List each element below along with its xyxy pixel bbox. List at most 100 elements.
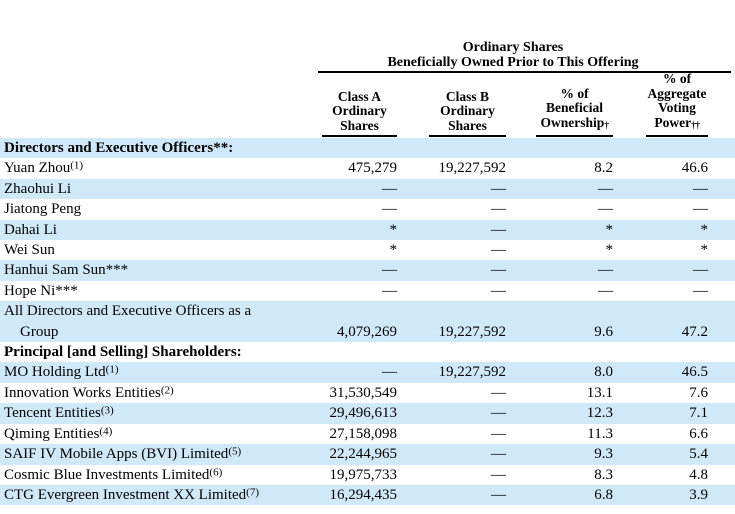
table-body: Directors and Executive Officers**: Yuan…	[0, 138, 735, 506]
class-b-shares-value: —	[491, 486, 506, 503]
group-header-line1: Ordinary Shares	[462, 40, 564, 55]
voting-power-pct-cell: 7.6	[613, 383, 708, 403]
voting-power-pct-cell: —	[613, 281, 708, 301]
beneficial-ownership-pct-value: —	[598, 282, 613, 299]
class-b-shares-cell: —	[397, 240, 506, 260]
voting-power-pct-value: 5.4	[689, 446, 708, 463]
class-b-shares-value: —	[491, 262, 506, 279]
shareholder-name-cell: Cosmic Blue Investments Limited(6)	[0, 465, 318, 485]
table-row: Cosmic Blue Investments Limited(6) 19,97…	[0, 465, 735, 485]
column-header: % of Aggregate Voting Power††	[613, 71, 708, 137]
column-header: % of Beneficial Ownership†	[506, 86, 613, 137]
class-a-shares-value: 19,975,733	[329, 466, 398, 483]
class-a-shares-cell: *	[318, 220, 398, 240]
voting-power-pct-cell: 46.5	[613, 362, 708, 382]
shareholder-name-cell: Principal [and Selling] Shareholders:	[0, 342, 318, 362]
class-b-shares-value: —	[491, 446, 506, 463]
voting-power-pct-cell: 6.6	[613, 424, 708, 444]
class-b-shares-value: 19,227,592	[438, 364, 507, 381]
class-a-shares-cell: 29,496,613	[318, 403, 398, 423]
beneficial-ownership-pct-cell: 8.3	[506, 465, 613, 485]
class-a-shares-value: —	[382, 180, 397, 197]
voting-power-pct-cell: —	[613, 199, 708, 219]
shareholder-name: Principal [and Selling] Shareholders:	[4, 344, 242, 361]
class-a-shares-value: 29,496,613	[329, 405, 398, 422]
class-a-shares-cell: 27,158,098	[318, 424, 398, 444]
voting-power-pct-cell: —	[613, 179, 708, 199]
class-a-shares-value: 31,530,549	[329, 384, 398, 401]
class-a-shares-cell: 19,975,733	[318, 465, 398, 485]
beneficial-ownership-pct-cell: *	[506, 220, 614, 240]
class-a-shares-cell: —	[318, 362, 397, 382]
group-header-rule	[318, 71, 731, 73]
beneficial-ownership-pct-value: *	[605, 242, 614, 259]
class-a-shares-value: —	[382, 201, 397, 218]
beneficial-ownership-pct-value: 9.3	[594, 446, 613, 463]
shareholder-name-cell: Wei Sun	[0, 240, 318, 260]
beneficial-ownership-pct-value: —	[598, 201, 613, 218]
shareholder-name-cell: Innovation Works Entities(2)	[0, 383, 318, 403]
shareholder-name-cell: Dahai Li	[0, 220, 318, 240]
voting-power-pct-value: 6.6	[689, 425, 708, 442]
footnote-ref: (6)	[209, 466, 223, 478]
group-header-line2: Beneficially Owned Prior to This Offerin…	[387, 55, 639, 70]
beneficial-ownership-pct-cell: 6.8	[506, 485, 613, 505]
voting-power-pct-value: *	[700, 221, 709, 238]
class-a-shares-value: *	[389, 221, 398, 238]
class-a-shares-cell: —	[318, 260, 397, 280]
table-row: Hanhui Sam Sun*** — — — —	[0, 260, 735, 281]
table-row: CTG Evergreen Investment XX Limited(7) 1…	[0, 484, 735, 506]
shareholder-name: Wei Sun	[4, 242, 55, 259]
shareholder-name-cell: Hope Ni***	[0, 281, 318, 301]
class-b-shares-cell: —	[397, 281, 506, 301]
beneficial-ownership-pct-cell: 8.2	[506, 158, 613, 178]
class-b-shares-value: —	[491, 221, 506, 238]
voting-power-pct-value: *	[700, 242, 709, 259]
beneficial-ownership-pct-value: 6.8	[594, 486, 613, 503]
table-row: Qiming Entities(4) 27,158,098 — 11.3 6.6	[0, 424, 735, 444]
voting-power-pct-value: 3.9	[689, 486, 708, 503]
shareholder-name: Directors and Executive Officers**:	[4, 140, 234, 156]
column-header-label: % of Beneficial Ownership†	[536, 86, 613, 137]
shareholder-name: CTG Evergreen Investment XX Limited	[4, 486, 247, 503]
voting-power-pct-value: —	[693, 262, 708, 279]
voting-power-pct-value: —	[693, 282, 708, 299]
class-a-shares-cell: 16,294,435	[318, 485, 398, 505]
class-b-shares-value: —	[491, 405, 506, 422]
voting-power-pct-cell: *	[613, 240, 709, 260]
class-b-shares-cell: —	[397, 199, 506, 219]
shareholder-name: Yuan Zhou	[4, 160, 71, 177]
voting-power-pct-cell: 4.8	[613, 465, 708, 485]
class-a-shares-value: 27,158,098	[329, 425, 398, 442]
class-b-shares-cell: 19,227,592	[397, 322, 507, 342]
beneficial-ownership-pct-value: 8.0	[594, 364, 613, 381]
class-b-shares-cell: —	[397, 485, 506, 505]
class-a-shares-cell: —	[318, 199, 397, 219]
shareholder-name: MO Holding Ltd	[4, 364, 106, 381]
shareholder-name: Hope Ni***	[4, 282, 78, 299]
class-a-shares-cell: —	[318, 179, 397, 199]
shareholder-name: Qiming Entities	[4, 425, 100, 442]
footnote-ref: (3)	[100, 404, 114, 417]
voting-power-pct-cell: *	[613, 220, 709, 240]
class-b-shares-cell: 19,227,592	[397, 362, 507, 382]
voting-power-pct-value: —	[693, 180, 708, 197]
class-a-shares-cell: 22,244,965	[318, 444, 398, 464]
column-header-label: % of Aggregate Voting Power††	[646, 71, 708, 137]
beneficial-ownership-pct-cell: —	[506, 179, 613, 199]
footnote-ref: (7)	[246, 486, 259, 499]
voting-power-pct-value: 47.2	[681, 323, 708, 340]
dagger-footnote-mark: ††	[691, 120, 700, 131]
shareholder-name-cell: All Directors and Executive Officers as …	[0, 301, 318, 342]
class-a-shares-value: —	[382, 282, 397, 299]
shareholder-name-cell: Qiming Entities(4)	[0, 424, 318, 444]
class-b-shares-cell: —	[397, 403, 506, 423]
table-row: Tencent Entities(3) 29,496,613 — 12.3 7.…	[0, 403, 735, 424]
class-b-shares-cell: —	[397, 220, 506, 240]
voting-power-pct-cell: 46.6	[613, 158, 708, 178]
table-row: All Directors and Executive Officers as …	[0, 301, 735, 343]
shareholder-name-cell: Zhaohui Li	[0, 179, 318, 199]
beneficial-ownership-pct-cell: 11.3	[506, 424, 613, 444]
class-a-shares-cell: —	[318, 281, 397, 301]
